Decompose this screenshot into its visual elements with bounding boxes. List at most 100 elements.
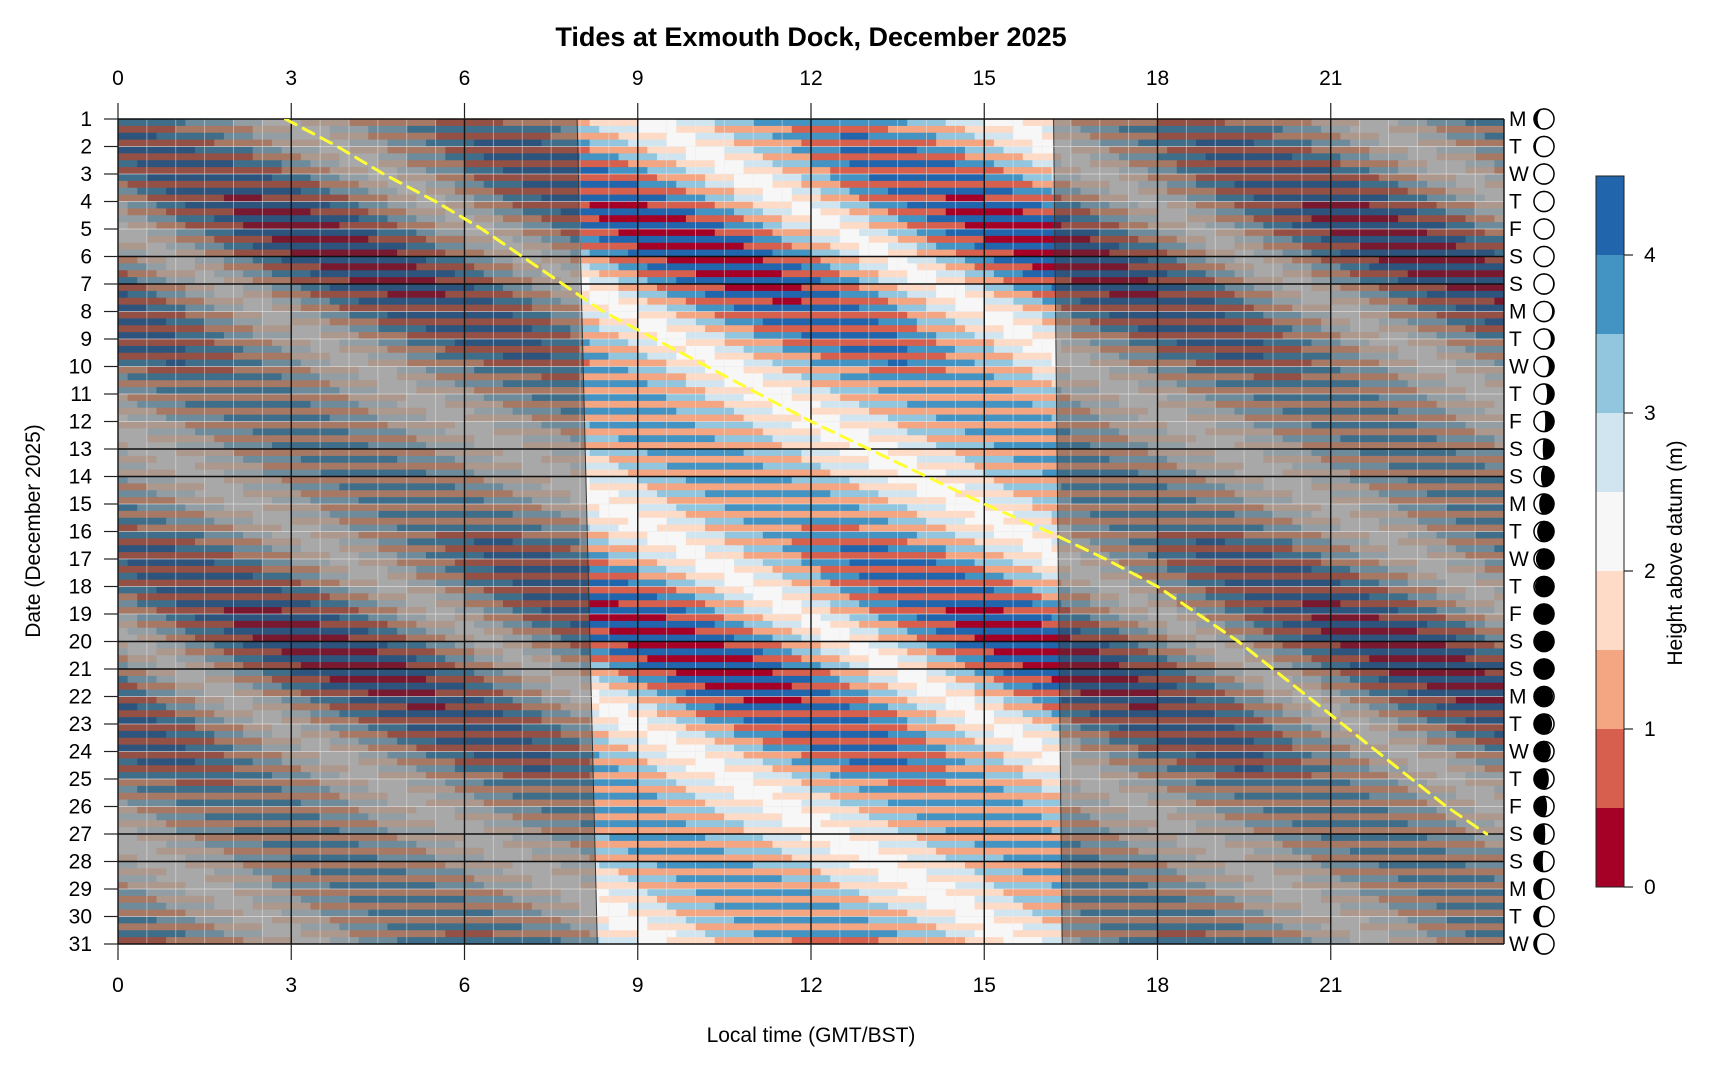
heat-cell: [397, 270, 408, 278]
heat-cell: [993, 174, 1005, 182]
heat-cell: [1147, 325, 1159, 333]
heat-cell: [1340, 187, 1351, 196]
heat-cell: [1013, 284, 1024, 292]
heat-cell: [156, 249, 167, 258]
heat-cell: [349, 270, 360, 278]
heat-cell: [628, 125, 639, 134]
heat-cell: [320, 290, 331, 299]
heat-cell: [599, 263, 610, 271]
heat-cell: [618, 167, 629, 175]
heat-cell: [1061, 242, 1072, 251]
heat-cell: [1436, 277, 1447, 285]
heat-cell: [435, 304, 446, 313]
heat-cell: [1436, 242, 1447, 251]
heat-cell: [560, 125, 571, 134]
heat-cell: [464, 208, 475, 216]
heat-cell: [1398, 208, 1409, 216]
heat-cell: [1340, 249, 1351, 258]
heat-cell: [849, 297, 860, 306]
heat-cell: [1311, 284, 1322, 292]
heat-cell: [1051, 304, 1062, 313]
heat-cell: [714, 146, 725, 154]
heat-cell: [214, 290, 225, 299]
heat-cell: [907, 249, 918, 258]
heat-cell: [1330, 284, 1341, 292]
heat-cell: [1215, 256, 1226, 264]
heat-cell: [1099, 119, 1110, 127]
heat-cell: [1455, 256, 1467, 264]
heat-cell: [580, 180, 591, 189]
heat-cell: [214, 160, 225, 168]
heat-cell: [272, 119, 283, 127]
heat-cell: [1224, 201, 1236, 209]
heat-cell: [657, 242, 668, 251]
heat-cell: [435, 290, 446, 299]
heat-cell: [522, 208, 533, 216]
heat-cell: [839, 222, 851, 230]
heat-cell: [695, 194, 706, 203]
heat-cell: [137, 229, 148, 237]
heat-cell: [1494, 235, 1504, 244]
heat-cell: [531, 119, 543, 127]
heat-cell: [474, 160, 485, 168]
heat-cell: [743, 304, 754, 313]
heat-cell: [762, 325, 774, 333]
heat-cell: [387, 167, 398, 175]
heat-cell: [214, 119, 225, 127]
heat-cell: [965, 132, 976, 141]
heat-cell: [734, 208, 745, 216]
heat-cell: [1099, 318, 1110, 326]
heat-cell: [1042, 270, 1053, 278]
heat-cell: [580, 139, 591, 148]
heat-cell: [878, 297, 889, 306]
heat-cell: [1003, 174, 1014, 182]
heat-cell: [1330, 194, 1341, 203]
heat-cell: [1330, 125, 1341, 134]
heat-cell: [1446, 256, 1457, 264]
heat-cell: [955, 146, 966, 154]
heat-cell: [637, 222, 648, 230]
heat-cell: [888, 270, 899, 278]
heat-cell: [560, 180, 571, 189]
heat-cell: [1311, 222, 1322, 230]
heat-cell: [1119, 208, 1130, 216]
heat-cell: [724, 249, 735, 258]
heat-cell: [791, 222, 802, 230]
heat-cell: [791, 201, 802, 209]
heat-cell: [1455, 187, 1467, 196]
heat-cell: [580, 242, 591, 251]
heat-cell: [426, 146, 437, 154]
heat-cell: [1013, 242, 1024, 251]
heat-cell: [955, 132, 966, 141]
heat-cell: [464, 311, 475, 319]
heat-cell: [560, 215, 571, 223]
heat-cell: [426, 160, 437, 168]
heat-cell: [416, 229, 427, 237]
heat-cell: [1167, 318, 1178, 326]
heat-cell: [1022, 174, 1033, 182]
heat-cell: [676, 174, 687, 182]
heat-cell: [820, 146, 831, 154]
heat-cell: [1224, 160, 1236, 168]
heat-cell: [339, 290, 350, 299]
heat-cell: [185, 153, 196, 161]
heat-cell: [859, 187, 870, 196]
heat-cell: [223, 180, 235, 189]
heat-cell: [666, 290, 677, 299]
heat-cell: [214, 146, 225, 154]
heat-cell: [445, 325, 456, 333]
heat-cell: [522, 187, 533, 196]
heat-cell: [1282, 125, 1293, 134]
heat-cell: [329, 256, 340, 264]
heat-cell: [175, 194, 186, 203]
heat-cell: [1436, 201, 1447, 209]
heat-cell: [878, 146, 889, 154]
heat-cell: [137, 119, 148, 127]
heat-cell: [1147, 290, 1159, 299]
heat-cell: [349, 153, 360, 161]
heat-cell: [916, 332, 928, 340]
heat-cell: [291, 160, 302, 168]
heat-cell: [387, 263, 398, 271]
heat-cell: [1080, 242, 1091, 251]
heat-cell: [223, 187, 235, 196]
